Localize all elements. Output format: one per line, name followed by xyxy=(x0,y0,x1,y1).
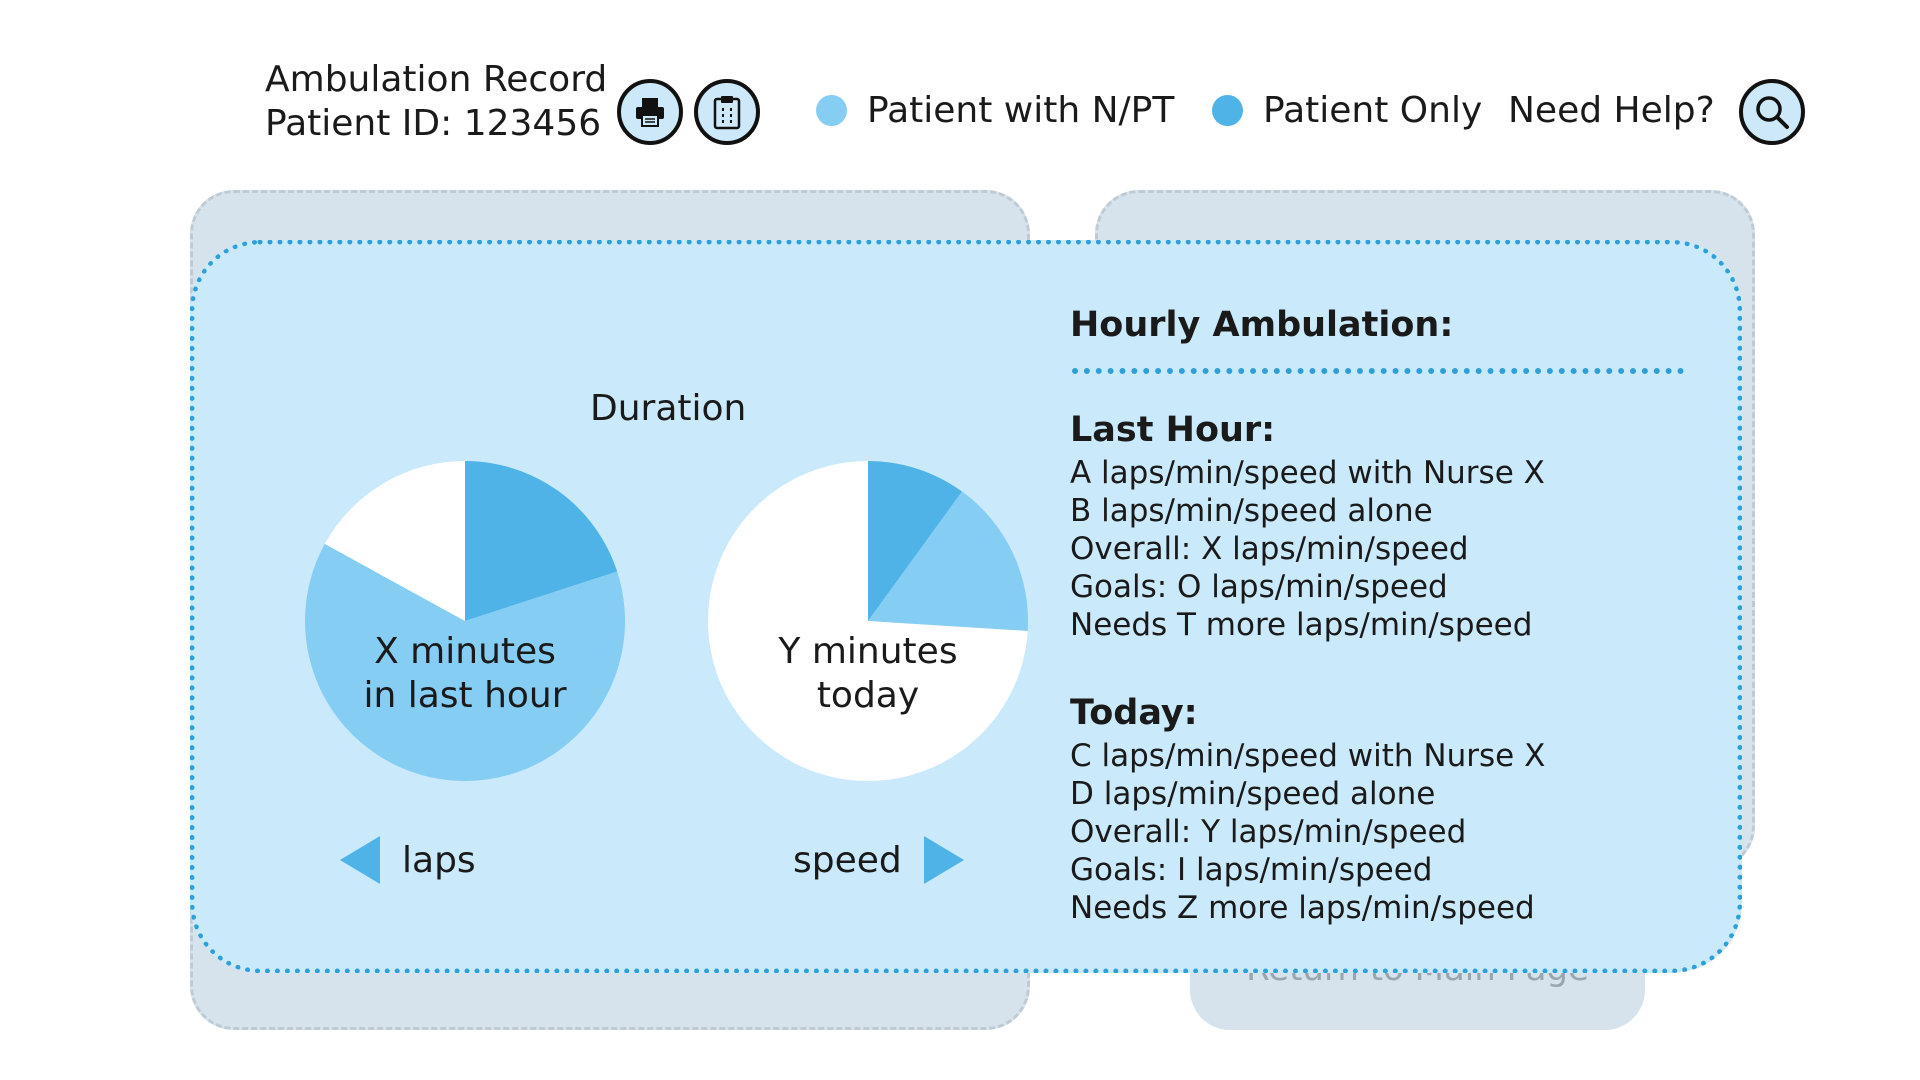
pie-last-hour xyxy=(305,461,625,781)
stat-line: Needs Z more laps/min/speed xyxy=(1070,890,1535,926)
stat-line: Overall: X laps/min/speed xyxy=(1070,531,1469,567)
today-heading: Today: xyxy=(1070,693,1198,733)
hourly-ambulation-title: Hourly Ambulation: xyxy=(1070,305,1454,345)
help-search-button[interactable] xyxy=(1739,79,1805,145)
nav-next-speed[interactable]: speed xyxy=(793,836,964,884)
legend-dot xyxy=(1212,95,1243,126)
stat-line: C laps/min/speed with Nurse X xyxy=(1070,738,1546,774)
left-arrow-icon[interactable] xyxy=(340,836,380,884)
duration-title: Duration xyxy=(590,388,747,429)
stats-divider xyxy=(1072,368,1684,374)
legend-patient-only: Patient Only xyxy=(1212,90,1482,131)
legend-label: Patient with N/PT xyxy=(867,90,1175,131)
print-button[interactable] xyxy=(617,79,683,145)
legend-dot xyxy=(816,95,847,126)
record-title: Ambulation Record xyxy=(265,59,608,100)
stat-line: B laps/min/speed alone xyxy=(1070,493,1433,529)
stat-line: Needs T more laps/min/speed xyxy=(1070,607,1533,643)
nav-next-label: speed xyxy=(793,839,902,881)
today-section: Today: C laps/min/speed with Nurse X D l… xyxy=(1070,693,1545,927)
patient-id: Patient ID: 123456 xyxy=(265,103,602,144)
stat-line: Goals: I laps/min/speed xyxy=(1070,852,1433,888)
stat-line: D laps/min/speed alone xyxy=(1070,776,1436,812)
pie-label-line: Y minutes xyxy=(778,631,958,672)
record-header: Ambulation Record Patient ID: 123456 xyxy=(265,58,607,146)
stat-line: Overall: Y laps/min/speed xyxy=(1070,814,1467,850)
last-hour-heading: Last Hour: xyxy=(1070,410,1276,450)
nav-prev-laps[interactable]: laps xyxy=(340,836,476,884)
printer-icon xyxy=(636,98,664,127)
pie-slice-patient-only xyxy=(465,461,618,621)
pie-slice-patient-only xyxy=(868,461,963,621)
pie-slice-patient-with-n-pt xyxy=(305,543,625,781)
pie-slice-patient-with-n-pt xyxy=(868,491,1028,632)
pie-label-line: X minutes xyxy=(374,631,556,672)
clipboard-icon xyxy=(713,96,741,130)
search-icon xyxy=(1756,96,1789,129)
stat-line: Goals: O laps/min/speed xyxy=(1070,569,1448,605)
need-help-label: Need Help? xyxy=(1508,90,1715,131)
legend-patient-with-npt: Patient with N/PT xyxy=(816,90,1174,131)
pie-slice-remaining xyxy=(708,461,1028,781)
right-arrow-icon[interactable] xyxy=(923,836,964,884)
stat-line: A laps/min/speed with Nurse X xyxy=(1070,455,1545,491)
clipboard-button[interactable] xyxy=(694,79,760,145)
pie-last-hour-label: X minutes in last hour xyxy=(302,630,628,718)
legend-label: Patient Only xyxy=(1263,90,1483,131)
nav-prev-label: laps xyxy=(402,839,476,881)
pie-today xyxy=(708,461,1028,781)
pie-label-line: in last hour xyxy=(363,675,567,716)
pie-today-label: Y minutes today xyxy=(705,630,1031,718)
pie-slice-remaining xyxy=(324,461,465,621)
last-hour-section: Last Hour: A laps/min/speed with Nurse X… xyxy=(1070,410,1545,644)
pie-label-line: today xyxy=(816,675,920,716)
